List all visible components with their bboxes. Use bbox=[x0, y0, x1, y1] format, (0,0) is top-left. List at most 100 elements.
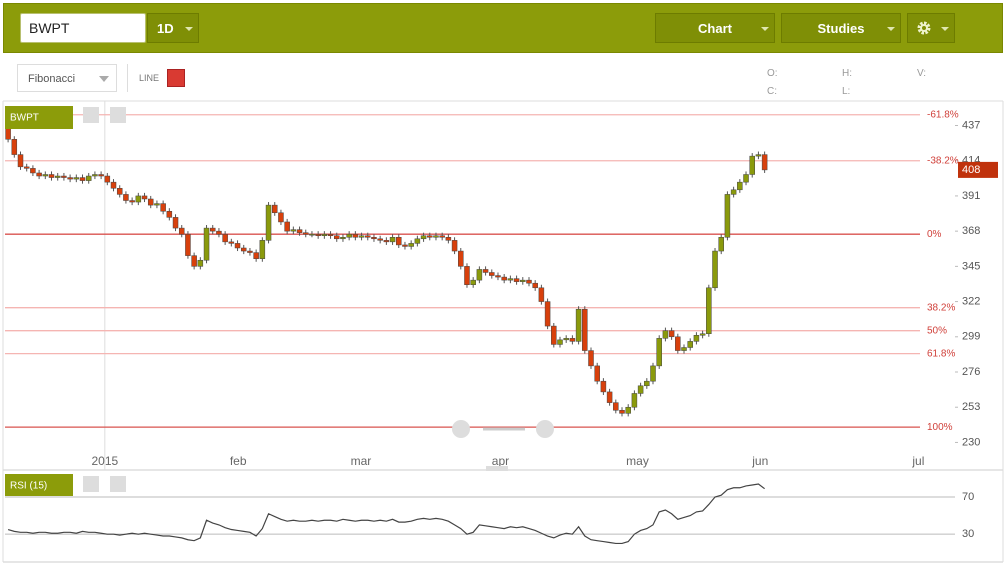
candle-body bbox=[445, 237, 452, 241]
candle-body bbox=[712, 250, 718, 289]
x-tick-label: jul bbox=[911, 454, 924, 468]
ohlc-label: O: bbox=[767, 68, 778, 79]
indicator-tick-label: 30 bbox=[962, 528, 974, 540]
candle-body bbox=[110, 181, 117, 189]
y-tick-label: 253 bbox=[962, 401, 980, 413]
candle-body bbox=[67, 177, 73, 180]
candle-body bbox=[482, 269, 489, 273]
candle-body bbox=[265, 204, 272, 241]
candle-body bbox=[743, 174, 749, 183]
candle-body bbox=[389, 237, 396, 243]
candle-body bbox=[42, 174, 49, 177]
panel-resize-handle[interactable] bbox=[486, 466, 508, 471]
candle-body bbox=[36, 172, 42, 177]
candle-body bbox=[303, 232, 309, 235]
candle-body bbox=[476, 269, 483, 281]
candle-body bbox=[147, 198, 154, 206]
fibonacci-label: 0% bbox=[927, 229, 942, 240]
y-tick-label: 437 bbox=[962, 119, 980, 131]
candle-body bbox=[48, 174, 55, 178]
candle-body bbox=[129, 200, 135, 203]
candle-body bbox=[644, 380, 650, 387]
candle-body bbox=[11, 139, 18, 155]
candle-body bbox=[340, 237, 346, 240]
candle-body bbox=[699, 333, 706, 336]
candle-body bbox=[464, 266, 470, 285]
ohlc-label: H: bbox=[842, 68, 852, 79]
studies-button[interactable]: Studies bbox=[781, 13, 901, 43]
candle-body bbox=[520, 279, 526, 282]
candle-body bbox=[439, 235, 445, 238]
fibonacci-label: 61.8% bbox=[927, 348, 955, 359]
expand-button[interactable] bbox=[83, 107, 99, 123]
candle-body bbox=[54, 175, 61, 178]
fibonacci-label: 50% bbox=[927, 325, 947, 336]
ohlc-label: L: bbox=[842, 86, 851, 97]
candle-body bbox=[234, 243, 241, 249]
divider bbox=[127, 64, 128, 92]
candle-body bbox=[209, 227, 216, 232]
candle-body bbox=[259, 240, 266, 259]
candle-body bbox=[718, 237, 724, 252]
candle-body bbox=[141, 195, 148, 200]
candle-body bbox=[582, 308, 588, 351]
candle-body bbox=[17, 154, 24, 168]
candle-body bbox=[327, 233, 334, 236]
menu-button[interactable] bbox=[110, 107, 126, 123]
candle-body bbox=[557, 339, 563, 345]
candle-body bbox=[271, 204, 278, 214]
candle-body bbox=[495, 275, 501, 278]
candle-body bbox=[85, 175, 92, 181]
candle-body bbox=[650, 365, 656, 382]
candle-body bbox=[619, 410, 625, 414]
candle-body bbox=[569, 338, 576, 342]
candle-body bbox=[160, 203, 166, 212]
candle-body bbox=[470, 279, 476, 285]
ohlc-label: V: bbox=[917, 68, 927, 79]
y-tick-label: 322 bbox=[962, 295, 980, 307]
indicator-settings-button[interactable] bbox=[83, 476, 99, 492]
last-price-label: 408 bbox=[962, 164, 980, 176]
candle-body bbox=[73, 177, 80, 180]
candle-body bbox=[551, 325, 557, 345]
zoom-in[interactable] bbox=[536, 420, 554, 438]
chart-button[interactable]: Chart bbox=[655, 13, 775, 43]
candle-body bbox=[675, 336, 681, 351]
symbol-tab-label: BWPT bbox=[10, 113, 39, 124]
y-tick-label: 368 bbox=[962, 225, 980, 237]
fibonacci-label: -38.2% bbox=[927, 155, 959, 166]
candle-body bbox=[544, 301, 551, 327]
candle-body bbox=[290, 229, 297, 232]
symbol-input[interactable]: BWPT bbox=[20, 13, 146, 43]
candle-body bbox=[371, 237, 377, 240]
candle-body bbox=[724, 194, 731, 238]
candle-body bbox=[408, 243, 414, 247]
candle-body bbox=[451, 240, 458, 252]
last-price-tag bbox=[958, 161, 998, 178]
candle-body bbox=[427, 235, 433, 238]
candle-body bbox=[730, 189, 737, 195]
candle-body bbox=[637, 385, 644, 394]
candle-body bbox=[315, 233, 321, 236]
studies-label: Studies bbox=[817, 20, 865, 36]
drawing-tool-select[interactable]: Fibonacci bbox=[17, 64, 117, 92]
candle-body bbox=[116, 188, 123, 195]
candle-body bbox=[513, 278, 520, 282]
interval-button[interactable]: 1D bbox=[147, 13, 199, 43]
y-tick-label: 391 bbox=[962, 190, 980, 202]
candle-body bbox=[631, 393, 638, 408]
fibonacci-label: 38.2% bbox=[927, 302, 955, 313]
candle-body bbox=[606, 391, 613, 403]
settings-button[interactable] bbox=[907, 13, 955, 43]
candle-body bbox=[346, 233, 352, 238]
top-toolbar: BWPT 1D Chart Studies bbox=[3, 3, 1003, 53]
gear-icon bbox=[917, 21, 931, 35]
indicator-close-button[interactable] bbox=[110, 476, 126, 492]
candle-body bbox=[625, 406, 631, 414]
candle-body bbox=[61, 175, 67, 178]
zoom-out[interactable] bbox=[452, 420, 470, 438]
candle-body bbox=[203, 227, 210, 261]
line-color-swatch[interactable] bbox=[167, 69, 185, 87]
indicator-tab-label: RSI (15) bbox=[10, 481, 47, 492]
